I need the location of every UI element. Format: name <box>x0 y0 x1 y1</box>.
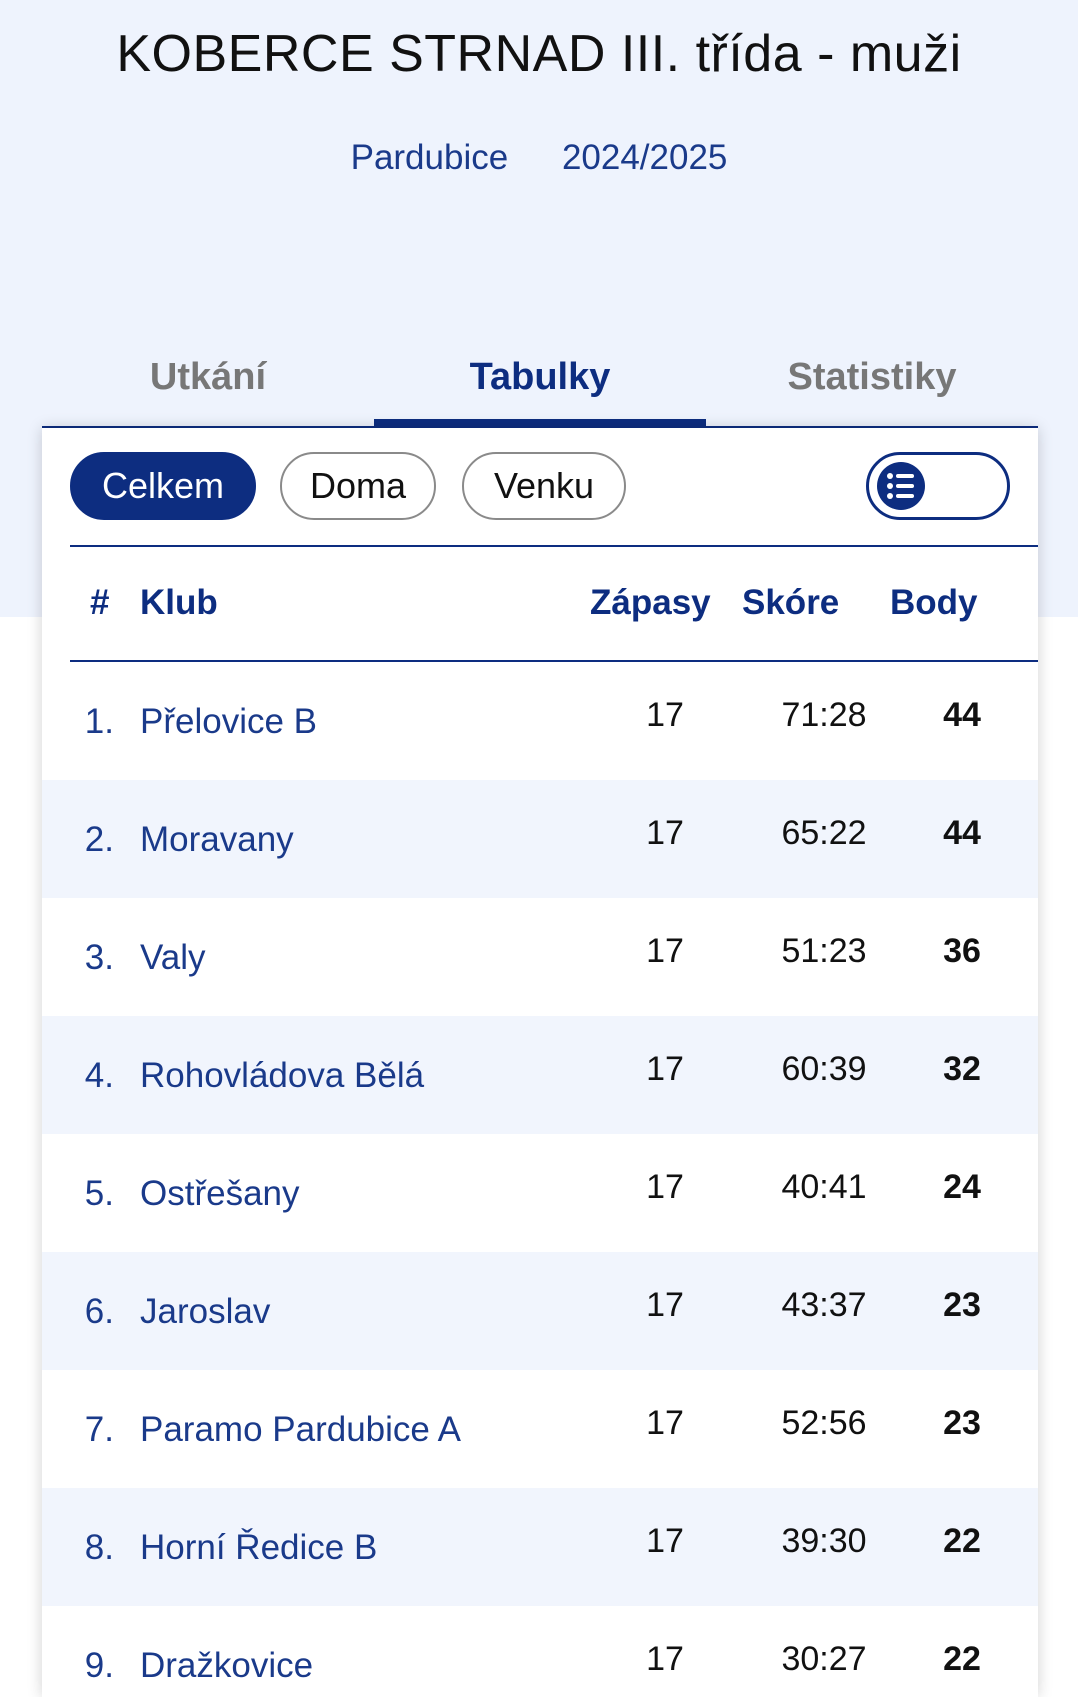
table-row[interactable]: 1. Přelovice B 17 71:28 44 <box>42 662 1038 780</box>
row-club[interactable]: Valy <box>140 938 206 977</box>
filter-away-button[interactable]: Venku <box>462 452 626 520</box>
filter-total-button[interactable]: Celkem <box>70 452 256 520</box>
season-label[interactable]: 2024/2025 <box>561 138 728 177</box>
row-matches: 17 <box>646 1640 684 1678</box>
row-points: 32 <box>943 1050 981 1088</box>
tab-tables[interactable]: Tabulky <box>374 340 706 428</box>
table-row[interactable]: 7. Paramo Pardubice A 17 52:56 23 <box>42 1370 1038 1488</box>
row-score: 51:23 <box>781 932 867 970</box>
table-row[interactable]: 5. Ostřešany 17 40:41 24 <box>42 1134 1038 1252</box>
table-row[interactable]: 6. Jaroslav 17 43:37 23 <box>42 1252 1038 1370</box>
row-club[interactable]: Ostřešany <box>140 1174 300 1213</box>
row-club[interactable]: Jaroslav <box>140 1292 271 1331</box>
row-rank: 1. <box>84 702 114 741</box>
row-score: 43:37 <box>781 1286 867 1324</box>
row-matches: 17 <box>646 696 684 734</box>
region-label[interactable]: Pardubice <box>350 138 509 177</box>
row-score: 30:27 <box>781 1640 867 1678</box>
view-toggle[interactable] <box>866 452 1010 520</box>
row-club[interactable]: Horní Ředice B <box>140 1528 378 1567</box>
row-score: 39:30 <box>781 1522 867 1560</box>
competition-meta: Pardubice 2024/2025 <box>0 138 1078 178</box>
row-score: 52:56 <box>781 1404 867 1442</box>
row-rank: 9. <box>84 1646 114 1685</box>
col-points: Body <box>890 583 978 622</box>
row-points: 23 <box>943 1404 981 1442</box>
row-matches: 17 <box>646 1168 684 1206</box>
row-club[interactable]: Přelovice B <box>140 702 318 741</box>
table-row[interactable]: 9. Dražkovice 17 30:27 22 <box>42 1606 1038 1697</box>
row-points: 44 <box>943 696 981 734</box>
row-club[interactable]: Dražkovice <box>140 1646 314 1685</box>
list-view-icon <box>877 462 925 510</box>
row-score: 60:39 <box>781 1050 867 1088</box>
row-points: 44 <box>943 814 981 852</box>
row-rank: 7. <box>84 1410 114 1449</box>
row-points: 24 <box>943 1168 981 1206</box>
row-matches: 17 <box>646 814 684 852</box>
tab-statistics[interactable]: Statistiky <box>787 356 957 398</box>
row-matches: 17 <box>646 932 684 970</box>
row-rank: 2. <box>84 820 114 859</box>
table-row[interactable]: 2. Moravany 17 65:22 44 <box>42 780 1038 898</box>
col-club: Klub <box>140 583 218 622</box>
row-score: 65:22 <box>781 814 867 852</box>
row-rank: 5. <box>84 1174 114 1213</box>
table-row[interactable]: 8. Horní Ředice B 17 39:30 22 <box>42 1488 1038 1606</box>
standings-card: Celkem Doma Venku # Klub Zápasy Skóre Bo… <box>42 428 1038 1697</box>
row-rank: 3. <box>84 938 114 977</box>
row-points: 22 <box>943 1522 981 1560</box>
row-matches: 17 <box>646 1050 684 1088</box>
filter-bar: Celkem Doma Venku <box>70 452 1010 520</box>
row-points: 36 <box>943 932 981 970</box>
row-points: 22 <box>943 1640 981 1678</box>
standings-table: 1. Přelovice B 17 71:28 44 2. Moravany 1… <box>42 662 1038 1697</box>
row-rank: 6. <box>84 1292 114 1331</box>
row-club[interactable]: Paramo Pardubice A <box>140 1410 462 1449</box>
col-score: Skóre <box>742 583 840 622</box>
row-score: 71:28 <box>781 696 867 734</box>
row-matches: 17 <box>646 1404 684 1442</box>
row-points: 23 <box>943 1286 981 1324</box>
row-score: 40:41 <box>781 1168 867 1206</box>
tab-matches[interactable]: Utkání <box>149 356 267 398</box>
row-rank: 8. <box>84 1528 114 1567</box>
table-row[interactable]: 4. Rohovládova Bělá 17 60:39 32 <box>42 1016 1038 1134</box>
row-matches: 17 <box>646 1286 684 1324</box>
col-rank: # <box>90 583 110 622</box>
tab-bar: Utkání Tabulky Statistiky <box>42 340 1038 428</box>
filter-divider <box>70 545 1038 547</box>
table-header: # Klub Zápasy Skóre Body <box>70 547 1038 662</box>
row-rank: 4. <box>84 1056 114 1095</box>
row-club[interactable]: Moravany <box>140 820 294 859</box>
row-matches: 17 <box>646 1522 684 1560</box>
filter-home-button[interactable]: Doma <box>280 452 436 520</box>
col-matches: Zápasy <box>590 583 711 622</box>
table-row[interactable]: 3. Valy 17 51:23 36 <box>42 898 1038 1016</box>
page-title: KOBERCE STRNAD III. třída - muži <box>116 25 962 83</box>
row-club[interactable]: Rohovládova Bělá <box>140 1056 425 1095</box>
